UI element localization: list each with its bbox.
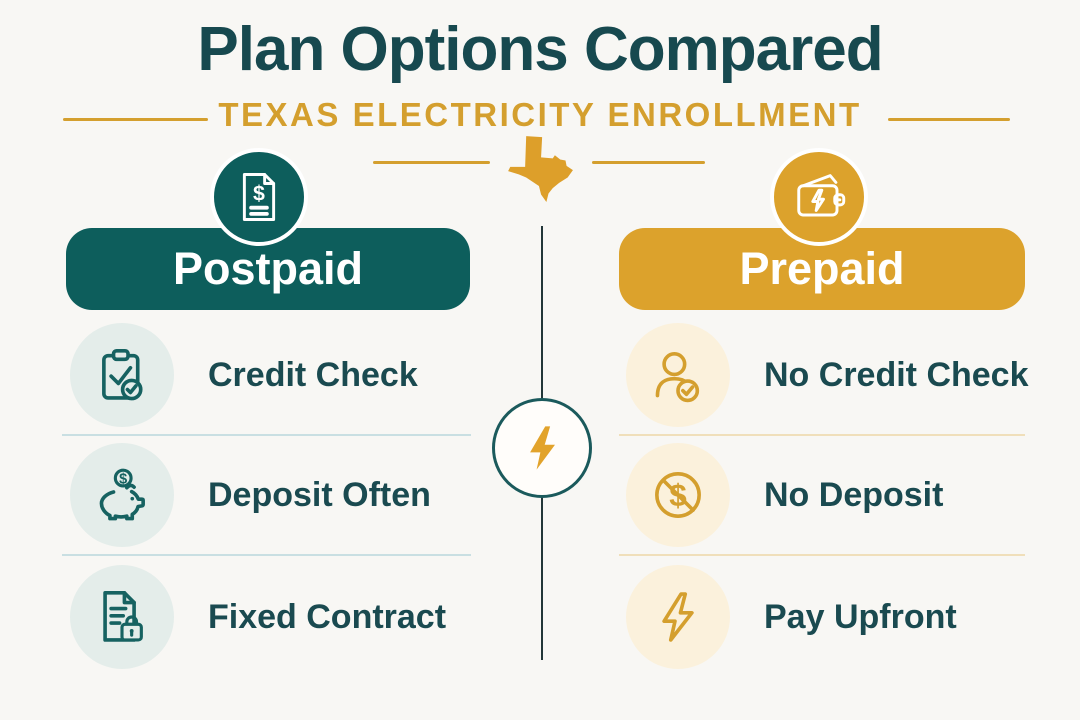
billing-invoice-icon: $: [242, 173, 276, 221]
prepaid-divider: [619, 554, 1025, 556]
subtitle: TEXAS ELECTRICITY ENROLLMENT: [218, 96, 862, 133]
page-title: Plan Options Compared: [197, 15, 883, 84]
feature-circle: [626, 323, 730, 427]
contract-lock-icon: [103, 591, 143, 642]
feature-label: Fixed Contract: [208, 597, 447, 636]
prepaid-badge: [770, 148, 868, 246]
feature-circle: $: [70, 443, 174, 547]
prepaid-header: Prepaid: [619, 228, 1025, 310]
prepaid-row-no-credit-check: No Credit Check: [626, 323, 1029, 427]
svg-text:$: $: [119, 472, 127, 488]
center-divider-medallion: [492, 398, 592, 498]
lightning-outline-icon: [662, 592, 694, 642]
piggy-bank-icon: $: [99, 468, 145, 521]
feature-circle: [70, 323, 174, 427]
lightning-bolt-icon: [530, 426, 555, 470]
feature-circle: $: [626, 443, 730, 547]
texas-state-icon: [508, 136, 573, 202]
feature-label: Pay Upfront: [764, 597, 957, 636]
postpaid-divider: [62, 554, 471, 556]
postpaid-row-fixed-contract: Fixed Contract: [70, 565, 446, 669]
postpaid-badge: $: [210, 148, 308, 246]
prepaid-row-pay-upfront: Pay Upfront: [626, 565, 957, 669]
feature-circle: [626, 565, 730, 669]
texas-right-rule: [592, 161, 705, 164]
prepaid-row-no-deposit: $ No Deposit: [626, 443, 943, 547]
feature-label: Credit Check: [208, 355, 418, 394]
prepaid-divider: [619, 434, 1025, 436]
prepaid-header-label: Prepaid: [739, 243, 905, 294]
postpaid-row-credit-check: Credit Check: [70, 323, 418, 427]
feature-label: Deposit Often: [208, 475, 431, 514]
postpaid-header: Postpaid: [66, 228, 470, 310]
feature-circle: [70, 565, 174, 669]
postpaid-divider: [62, 434, 471, 436]
feature-label: No Deposit: [764, 475, 944, 514]
postpaid-header-label: Postpaid: [172, 243, 364, 294]
subtitle-left-rule: [63, 118, 208, 121]
clipboard-check-icon: [102, 349, 143, 401]
svg-text:$: $: [253, 181, 265, 205]
feature-label: No Credit Check: [764, 355, 1029, 394]
texas-left-rule: [373, 161, 490, 164]
no-dollar-icon: $: [655, 472, 701, 518]
postpaid-row-deposit-often: $ Deposit Often: [70, 443, 431, 547]
wallet-lightning-icon: [797, 174, 846, 217]
subtitle-right-rule: [888, 118, 1010, 121]
user-check-icon: [655, 352, 700, 403]
